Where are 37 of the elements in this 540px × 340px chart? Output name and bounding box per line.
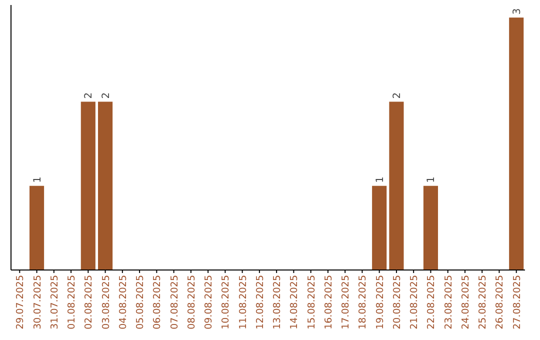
x-tick-label: 03.08.2025 xyxy=(100,275,112,330)
x-tick-label: 05.08.2025 xyxy=(135,275,146,330)
x-tick-label: 02.08.2025 xyxy=(84,275,95,330)
x-tick-label: 21.08.2025 xyxy=(409,275,420,330)
x-tick-label: 01.08.2025 xyxy=(66,275,78,330)
x-tick-label: 09.08.2025 xyxy=(204,275,215,330)
data-label: 2 xyxy=(84,92,95,99)
x-tick-label: 17.08.2025 xyxy=(340,275,352,330)
x-tick-label: 10.08.2025 xyxy=(220,275,232,330)
x-tick-label: 31.07.2025 xyxy=(49,275,60,330)
x-tick-label: 22.08.2025 xyxy=(426,275,438,330)
x-tick-label: 07.08.2025 xyxy=(169,275,180,330)
x-tick-label: 12.08.2025 xyxy=(254,275,266,330)
x-tick-label: 26.08.2025 xyxy=(494,275,506,330)
x-tick-label: 27.08.2025 xyxy=(512,275,523,330)
x-tick-label: 13.08.2025 xyxy=(272,275,284,330)
x-tick-label: 14.08.2025 xyxy=(289,275,300,330)
data-label: 1 xyxy=(374,176,386,183)
x-tick-label: 30.07.2025 xyxy=(32,275,44,330)
x-tick-label: 08.08.2025 xyxy=(186,275,198,330)
data-label: 2 xyxy=(100,92,112,99)
x-tick-label: 23.08.2025 xyxy=(443,275,454,330)
x-tick-label: 25.08.2025 xyxy=(478,275,489,330)
x-tick-label: 04.08.2025 xyxy=(118,275,129,330)
x-tick-label: 24.08.2025 xyxy=(460,275,472,330)
data-label: 3 xyxy=(512,8,523,15)
data-label: 1 xyxy=(426,176,438,183)
x-tick-label: 15.08.2025 xyxy=(306,275,318,330)
x-tick-label: 29.07.2025 xyxy=(15,275,26,330)
x-tick-label: 11.08.2025 xyxy=(238,275,249,330)
x-tick-label: 06.08.2025 xyxy=(152,275,164,330)
data-label: 1 xyxy=(32,176,44,183)
x-tick-label: 18.08.2025 xyxy=(358,275,369,330)
x-tick-label: 20.08.2025 xyxy=(392,275,403,330)
data-label: 2 xyxy=(392,92,403,99)
x-tick-label: 19.08.2025 xyxy=(374,275,386,330)
x-tick-label: 16.08.2025 xyxy=(323,275,334,330)
